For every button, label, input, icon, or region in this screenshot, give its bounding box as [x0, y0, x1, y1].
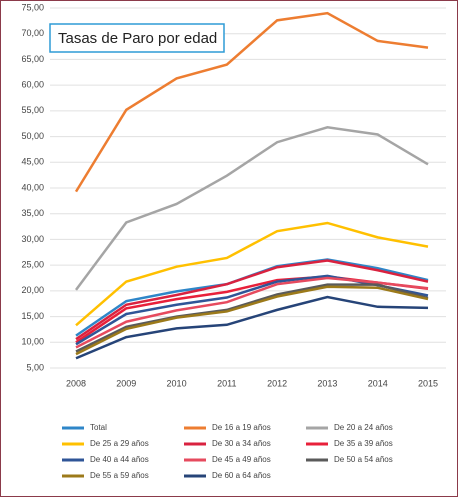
legend-label: De 45 a 49 años [212, 455, 271, 464]
y-tick-label: 30,00 [21, 234, 44, 244]
y-tick-label: 20,00 [21, 285, 44, 295]
chart-title: Tasas de Paro por edad [58, 30, 217, 47]
y-tick-label: 60,00 [21, 80, 44, 90]
y-tick-label: 40,00 [21, 182, 44, 192]
y-tick-label: 10,00 [21, 337, 44, 347]
x-tick-label: 2012 [267, 378, 287, 388]
legend-label: De 30 a 34 años [212, 439, 271, 448]
x-tick-label: 2013 [317, 378, 337, 388]
y-tick-label: 55,00 [21, 105, 44, 115]
series-line [75, 259, 429, 341]
legend-label: De 16 a 19 años [212, 423, 271, 432]
series-line [75, 283, 429, 353]
x-tick-label: 2010 [167, 378, 187, 388]
y-tick-label: 25,00 [21, 260, 44, 270]
x-tick-label: 2008 [66, 378, 86, 388]
legend-label: De 55 a 59 años [90, 471, 149, 480]
series-line [74, 126, 429, 291]
y-tick-label: 65,00 [21, 54, 44, 64]
series-line [75, 285, 429, 356]
legend-label: De 40 a 44 años [90, 455, 149, 464]
series-line [75, 295, 429, 360]
title-box [49, 23, 225, 53]
legend-label: De 50 a 54 años [334, 455, 393, 464]
y-tick-label: 15,00 [21, 311, 44, 321]
series-line [75, 221, 429, 327]
y-tick-label: 35,00 [21, 208, 44, 218]
legend-label: Total [90, 423, 107, 432]
x-tick-label: 2014 [368, 378, 388, 388]
series-line [74, 11, 429, 193]
series-line [75, 276, 429, 349]
y-tick-label: 75,00 [21, 2, 44, 12]
legend-label: De 25 a 29 años [90, 439, 149, 448]
y-tick-label: 70,00 [21, 28, 44, 38]
x-tick-label: 2015 [418, 378, 438, 388]
x-tick-label: 2011 [217, 378, 236, 388]
legend-label: De 60 a 64 años [212, 471, 271, 480]
legend-label: De 20 a 24 años [334, 423, 393, 432]
y-tick-label: 5,00 [26, 362, 44, 372]
y-tick-label: 50,00 [21, 131, 44, 141]
x-tick-label: 2009 [116, 378, 136, 388]
legend-label: De 35 a 39 años [334, 439, 393, 448]
y-tick-label: 45,00 [21, 157, 44, 167]
